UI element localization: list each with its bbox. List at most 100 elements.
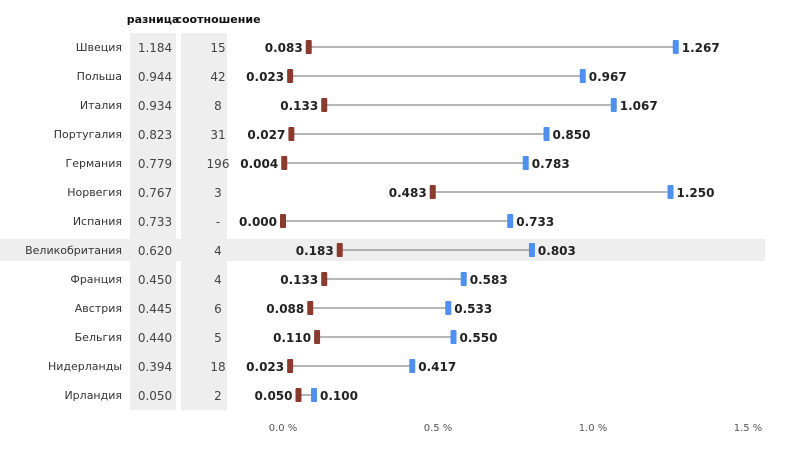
low-value-label: 0.133	[280, 99, 318, 113]
high-value-label: 0.550	[460, 331, 498, 345]
ratio-value: 3	[214, 186, 222, 200]
low-marker	[295, 388, 302, 402]
ratio-column-background	[181, 33, 227, 410]
chart-row: Франция 0.450 4 0.133 0.583	[70, 272, 508, 287]
diff-value: 0.450	[138, 273, 172, 287]
country-label: Норвегия	[67, 186, 122, 199]
chart-row: Великобритания 0.620 4 0.183 0.803	[25, 243, 576, 258]
low-marker	[314, 330, 321, 344]
low-marker	[287, 359, 294, 373]
high-value-label: 0.100	[320, 389, 358, 403]
country-label: Польша	[77, 70, 122, 83]
chart-row: Германия 0.779 196 0.004 0.783	[66, 156, 570, 171]
low-value-label: 0.023	[246, 70, 284, 84]
ratio-value: 8	[214, 99, 222, 113]
high-value-label: 0.803	[538, 244, 576, 258]
diff-value: 0.944	[138, 70, 172, 84]
high-marker	[445, 301, 452, 315]
country-label: Великобритания	[25, 244, 122, 257]
chart-row: Нидерланды 0.394 18 0.023 0.417	[48, 359, 456, 374]
high-value-label: 0.417	[418, 360, 456, 374]
diff-column-header: разница	[127, 13, 180, 26]
ratio-value: 15	[210, 41, 225, 55]
low-marker	[321, 98, 328, 112]
chart-row: Португалия 0.823 31 0.027 0.850	[54, 127, 591, 142]
x-tick-label: 1.5 %	[734, 423, 763, 434]
ratio-value: 18	[210, 360, 225, 374]
country-label: Австрия	[75, 302, 122, 315]
country-label: Португалия	[54, 128, 122, 141]
high-marker	[450, 330, 457, 344]
ratio-value: 4	[214, 244, 222, 258]
x-tick-label: 1.0 %	[579, 423, 608, 434]
ratio-value: 31	[210, 128, 225, 142]
ratio-value: -	[216, 215, 220, 229]
high-marker	[528, 243, 535, 257]
diff-value: 0.934	[138, 99, 172, 113]
country-label: Испания	[73, 215, 122, 228]
low-marker	[280, 214, 286, 228]
low-value-label: 0.133	[280, 273, 318, 287]
diff-value: 0.620	[138, 244, 172, 258]
high-value-label: 0.783	[532, 157, 570, 171]
high-marker	[311, 388, 317, 402]
diff-value: 0.779	[138, 157, 172, 171]
diff-value: 0.050	[138, 389, 172, 403]
chart-row: Испания 0.733 - 0.000 0.733	[73, 214, 554, 229]
ratio-value: 6	[214, 302, 222, 316]
x-tick-label: 0.0 %	[269, 423, 298, 434]
low-marker	[305, 40, 312, 54]
high-marker	[610, 98, 617, 112]
high-value-label: 1.250	[677, 186, 715, 200]
low-marker	[307, 301, 314, 315]
low-value-label: 0.483	[389, 186, 427, 200]
high-value-label: 0.583	[470, 273, 508, 287]
high-value-label: 1.067	[620, 99, 658, 113]
high-marker	[507, 214, 514, 228]
low-marker	[321, 272, 328, 286]
chart-row: Ирландия 0.050 2 0.050 0.100	[64, 388, 358, 403]
high-value-label: 1.267	[682, 41, 720, 55]
high-marker	[579, 69, 586, 83]
country-label: Франция	[70, 273, 122, 286]
high-value-label: 0.850	[553, 128, 591, 142]
low-value-label: 0.023	[246, 360, 284, 374]
diff-value: 0.394	[138, 360, 172, 374]
ratio-value: 196	[207, 157, 230, 171]
chart-row: Бельгия 0.440 5 0.110 0.550	[75, 330, 498, 345]
high-marker	[543, 127, 550, 141]
ratio-value: 5	[214, 331, 222, 345]
country-label: Нидерланды	[48, 360, 122, 373]
high-value-label: 0.733	[516, 215, 554, 229]
ratio-value: 2	[214, 389, 222, 403]
low-value-label: 0.027	[247, 128, 285, 142]
ratio-column-header: соотношение	[175, 13, 260, 26]
high-value-label: 0.967	[589, 70, 627, 84]
diff-value: 1.184	[138, 41, 172, 55]
chart-row: Швеция 1.184 15 0.083 1.267	[76, 40, 720, 55]
diff-value: 0.445	[138, 302, 172, 316]
high-marker	[667, 185, 674, 199]
low-marker	[429, 185, 436, 199]
high-marker	[460, 272, 467, 286]
high-marker	[672, 40, 679, 54]
low-value-label: 0.050	[255, 389, 293, 403]
country-label: Швеция	[76, 41, 122, 54]
low-value-label: 0.083	[265, 41, 303, 55]
country-label: Италия	[80, 99, 122, 112]
high-marker	[522, 156, 529, 170]
diff-value: 0.767	[138, 186, 172, 200]
chart-row: Польша 0.944 42 0.023 0.967	[77, 69, 627, 84]
low-marker	[336, 243, 343, 257]
ratio-value: 42	[210, 70, 225, 84]
low-value-label: 0.088	[266, 302, 304, 316]
chart-row: Италия 0.934 8 0.133 1.067	[80, 98, 658, 113]
chart-row: Норвегия 0.767 3 0.483 1.250	[67, 185, 714, 200]
country-label: Германия	[66, 157, 122, 170]
low-marker	[288, 127, 295, 141]
low-marker	[281, 156, 288, 170]
diff-column-background	[130, 33, 176, 410]
diff-value: 0.823	[138, 128, 172, 142]
